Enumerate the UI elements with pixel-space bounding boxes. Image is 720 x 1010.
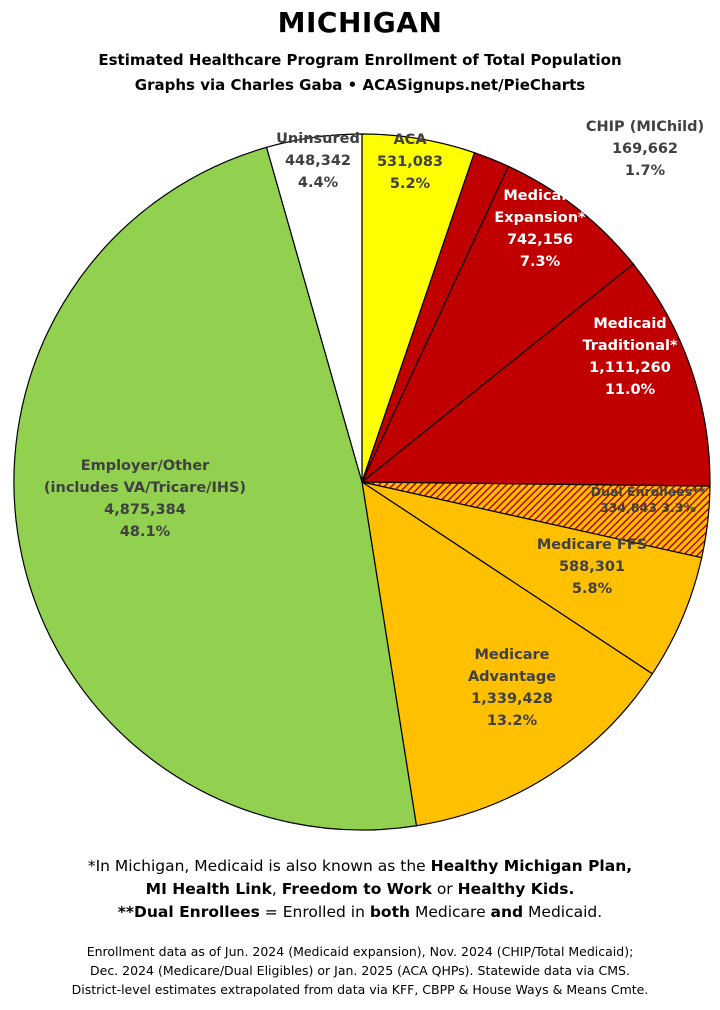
slice-label: Employer/Other (includes VA/Tricare/IHS) 4… [44, 458, 246, 540]
slice-label-name: Medicaid [503, 188, 576, 204]
slice-label-value: 1,111,260 [589, 360, 671, 376]
slice-label-name: CHIP (MIChild) [586, 119, 704, 135]
chart-title: MICHIGAN [277, 6, 443, 39]
slice-label-value: 448,342 [285, 153, 351, 169]
pie-slice [13, 146, 418, 831]
source-note: Enrollment data as of Jun. 2024 (Medicai… [86, 944, 634, 959]
chart-credit: Graphs via Charles Gaba • ACASignups.net… [134, 76, 586, 94]
pie-chart: ACA 531,083 5.2% CHIP (MIChild) 169,662 1.7% M… [13, 119, 711, 831]
slice-label-name: Employer/Other [81, 458, 210, 474]
slice-label: Medicaid Expansion* 742,156 7.3% [494, 188, 586, 270]
source-note: District-level estimates extrapolated fr… [71, 982, 649, 997]
footnote-text: = Enrolled in [259, 903, 370, 921]
slice-label: ACA 531,083 5.2% [377, 132, 443, 192]
slice-label-name: Medicaid [593, 316, 666, 332]
slice-label-value: 531,083 [377, 154, 443, 170]
chart-subtitle: Estimated Healthcare Program Enrollment … [98, 51, 622, 69]
pie-slice [361, 481, 703, 675]
slice-label-name: Expansion* [494, 210, 586, 226]
slice-label-value: 5.2% [390, 176, 431, 192]
pie-slice [360, 263, 711, 487]
slice-label: Medicare FFS 588,301 5.8% [537, 537, 647, 597]
footnote-bold: Healthy Kids. [457, 880, 575, 898]
slice-label-value: 1.7% [625, 163, 666, 179]
slice-label-value: 11.0% [605, 382, 656, 398]
footnote-text: *In Michigan, Medicaid is also known as … [87, 857, 431, 875]
footnote-bold: Healthy Michigan Plan, [430, 857, 633, 875]
footnote-text: Medicaid. [523, 903, 603, 921]
slice-label-value: 742,156 [507, 232, 573, 248]
slice-label-value: 13.2% [487, 713, 538, 729]
slice-label-name: Medicare FFS [537, 537, 647, 553]
footnote-text: Medicare [410, 903, 491, 921]
footnote-text: , [271, 880, 282, 898]
slice-label-value: 48.1% [120, 524, 171, 540]
slice-label-value: 334,843 3.3% [600, 500, 696, 515]
slice-label: Dual Enrollees** 334,843 3.3% [591, 484, 706, 515]
slice-label-name: (includes VA/Tricare/IHS) [44, 480, 246, 496]
slice-label-value: 7.3% [520, 254, 561, 270]
slice-label-name: Medicare [475, 647, 550, 663]
slice-label-value: 588,301 [559, 559, 625, 575]
slice-label-name: Dual Enrollees** [591, 484, 706, 499]
footnote-bold: MI Health Link [145, 880, 272, 898]
slice-label-name: Uninsured [276, 131, 360, 147]
pie-slice [265, 133, 363, 483]
footnote-medicaid-names: MI Health Link, Freedom to Work or Healt… [0, 880, 720, 898]
footnote-bold: **Dual Enrollees [117, 903, 260, 921]
slice-label: Medicare Advantage 1,339,428 13.2% [468, 647, 556, 729]
footnote-text: or [431, 880, 458, 898]
pie-slice [361, 165, 635, 483]
slice-label-name: Advantage [468, 669, 556, 685]
source-note: Dec. 2024 (Medicare/Dual Eligibles) or J… [90, 963, 630, 978]
slice-label-value: 4,875,384 [104, 502, 186, 518]
footnote-medicaid: *In Michigan, Medicaid is also known as … [0, 857, 720, 875]
slice-label-name: Traditional* [582, 338, 678, 354]
pie-slice [361, 480, 654, 827]
footnote-bold: and [490, 903, 524, 921]
footnote-dual: **Dual Enrollees = Enrolled in both Medi… [0, 903, 720, 921]
slice-label-value: 4.4% [298, 175, 339, 191]
footnote-bold: Freedom to Work [281, 880, 432, 898]
slice-label-name: ACA [393, 132, 427, 148]
footnote-bold: both [369, 903, 411, 921]
slice-label: Uninsured 448,342 4.4% [276, 131, 360, 191]
slice-label: CHIP (MIChild) 169,662 1.7% [586, 119, 704, 179]
slice-label-value: 1,339,428 [471, 691, 553, 707]
slice-label-value: 169,662 [612, 141, 678, 157]
slice-label-value: 5.8% [572, 581, 613, 597]
slice-label: Medicaid Traditional* 1,111,260 11.0% [582, 316, 678, 398]
